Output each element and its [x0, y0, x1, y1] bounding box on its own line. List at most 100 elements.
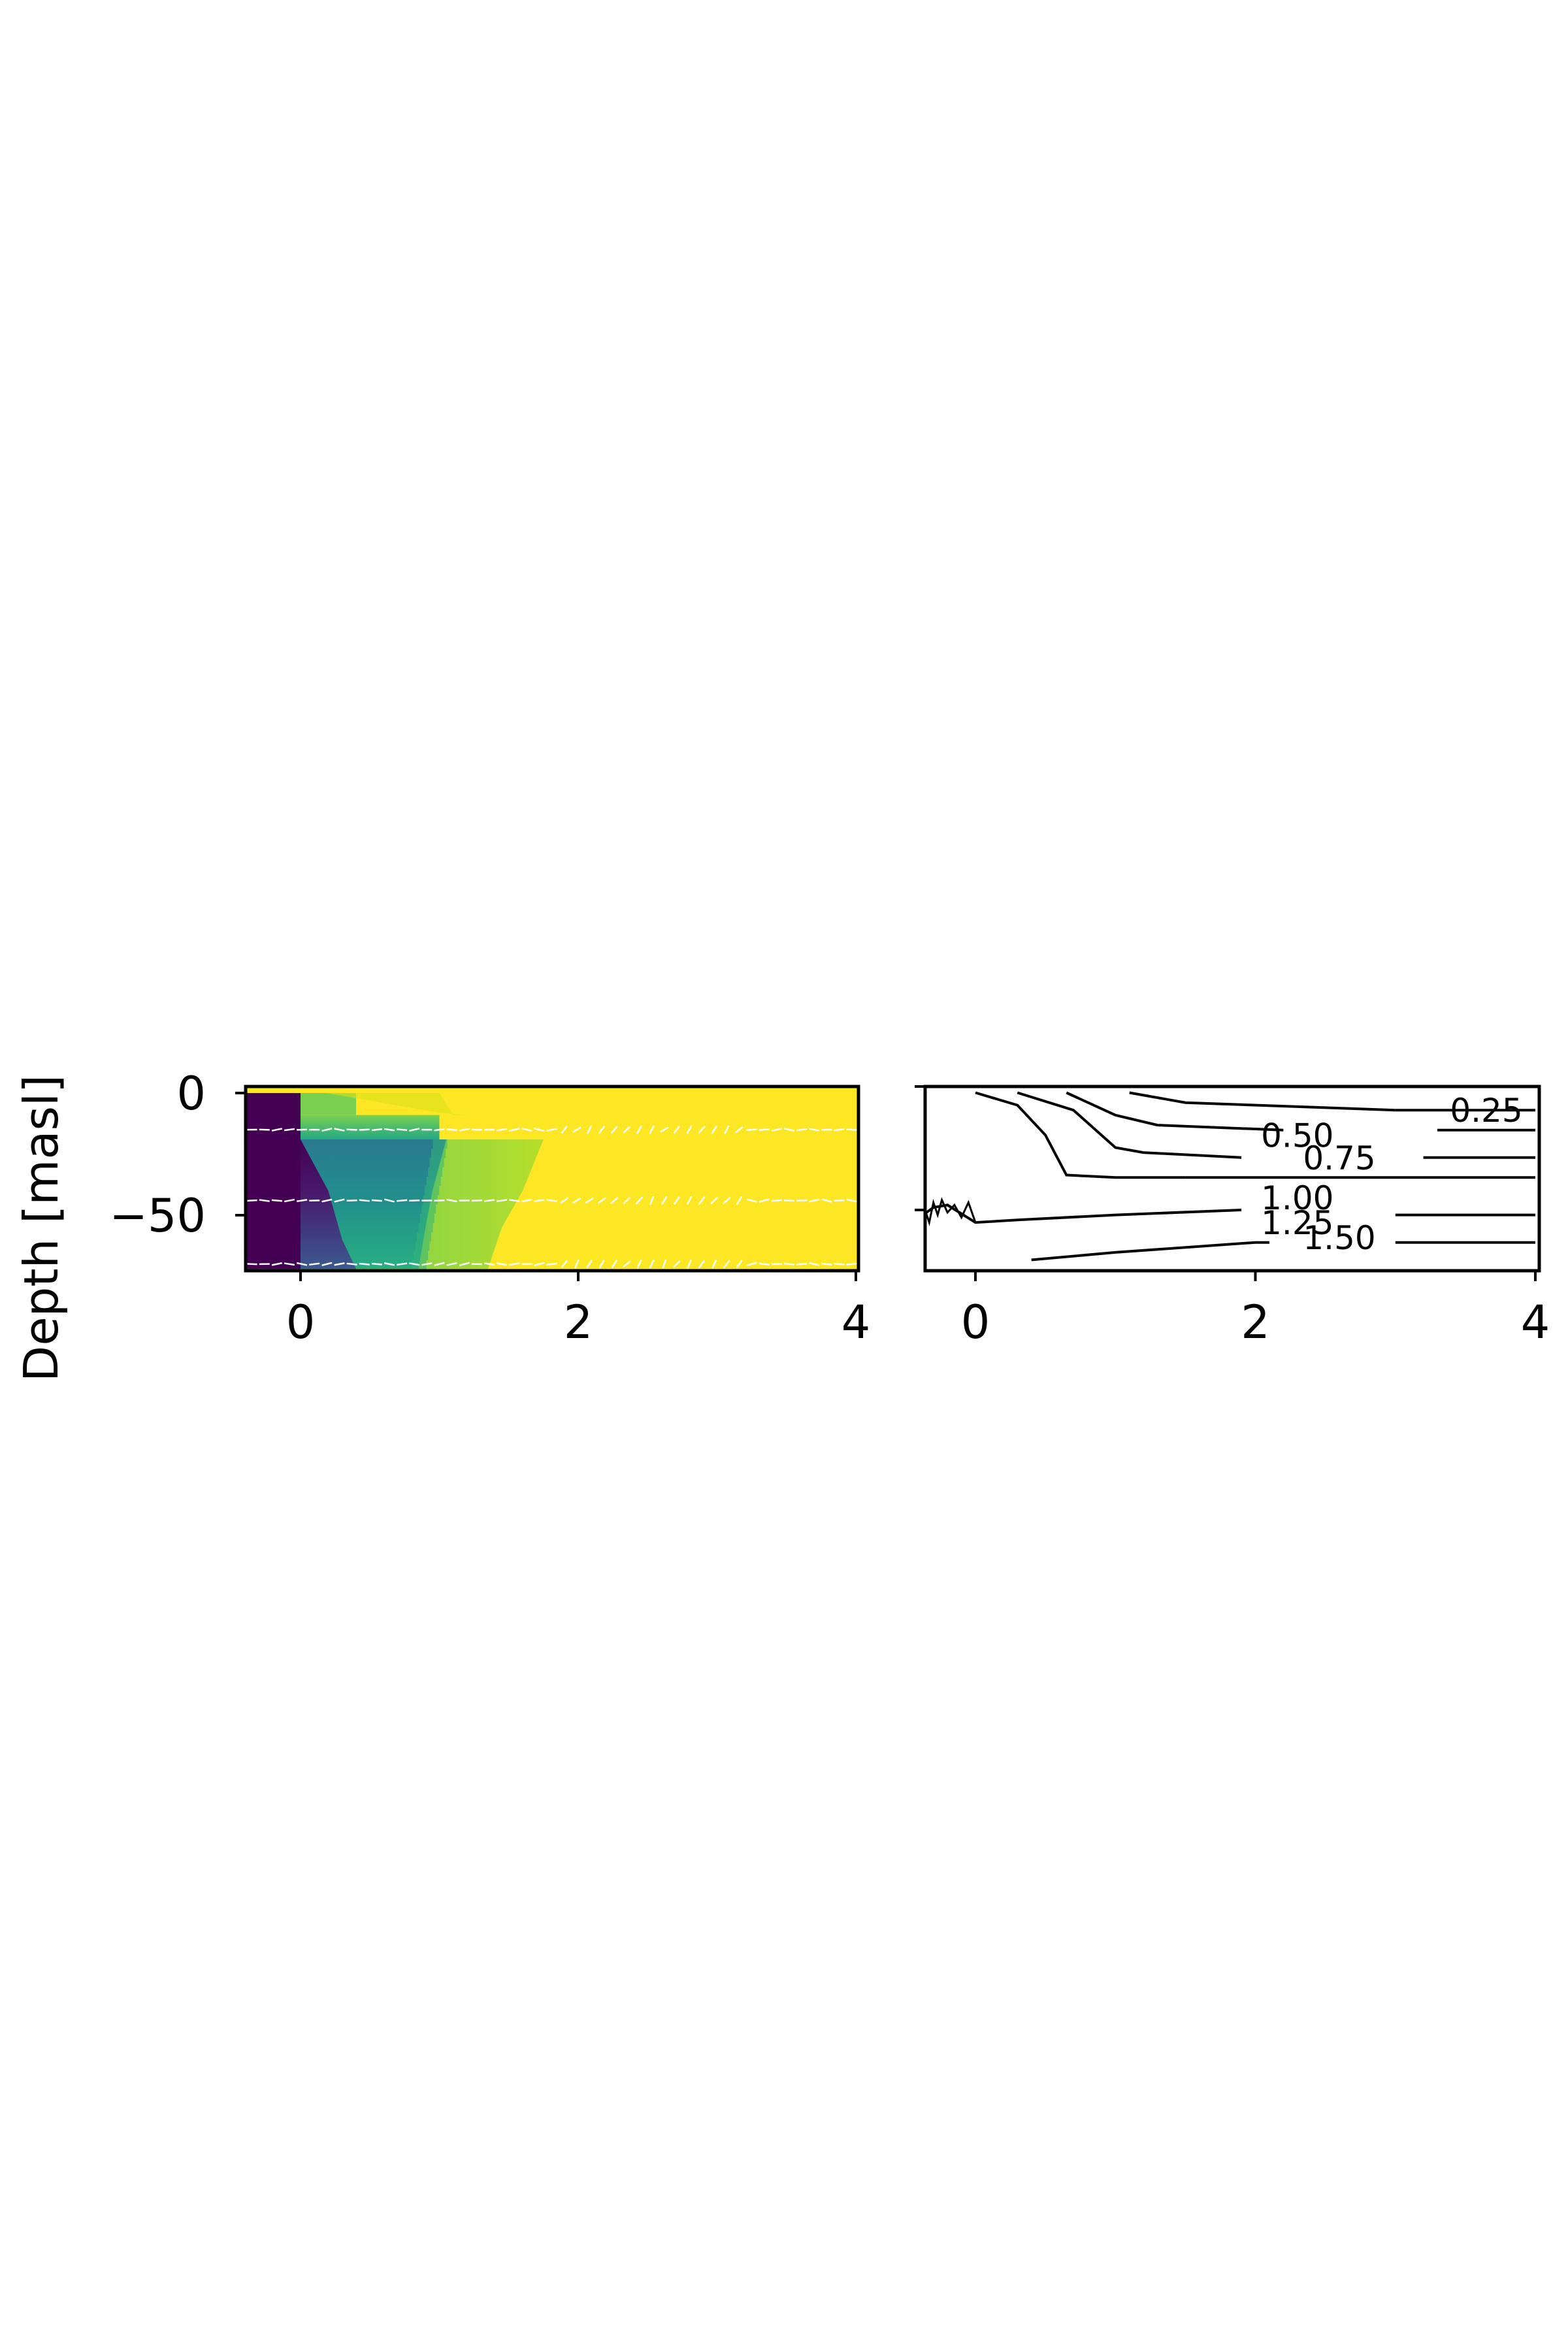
- quiver-arrow: [434, 1128, 445, 1132]
- quiver-arrow: [598, 1260, 605, 1269]
- quiver-arrow: [371, 1128, 382, 1132]
- quiver-arrow: [561, 1125, 568, 1134]
- quiver-arrow: [623, 1196, 631, 1205]
- quiver-arrow: [759, 1262, 770, 1266]
- front-step: [425, 1186, 440, 1196]
- quiver-arrow: [284, 1128, 295, 1132]
- contour-line: [1129, 1091, 1396, 1112]
- quiver-arrow: [459, 1262, 470, 1266]
- quiver-arrow: [271, 1199, 282, 1202]
- quiver-arrow: [546, 1199, 557, 1202]
- quiver-arrow: [421, 1262, 433, 1266]
- quiver-arrow: [598, 1125, 606, 1134]
- quiver-arrow: [334, 1198, 345, 1203]
- quiver-arrow: [271, 1262, 282, 1266]
- quiver-arrow: [509, 1128, 520, 1132]
- contour-label: 0.75: [1303, 1139, 1375, 1177]
- quiver-arrow: [497, 1199, 508, 1202]
- quiver-arrow: [746, 1198, 757, 1203]
- quiver-arrow: [384, 1262, 395, 1266]
- quiver-arrow: [771, 1128, 782, 1132]
- quiver-arrow: [783, 1199, 795, 1202]
- quiver-arrow: [321, 1128, 333, 1132]
- quiver-arrow: [434, 1200, 445, 1202]
- quiver-arrow: [297, 1199, 308, 1202]
- quiver-arrow: [759, 1198, 770, 1203]
- quiver-arrow: [397, 1199, 408, 1202]
- heatmap-plot-area: [246, 1086, 858, 1271]
- quiver-arrow: [809, 1198, 820, 1203]
- quiver-arrow: [497, 1128, 508, 1132]
- quiver-arrow: [710, 1196, 719, 1205]
- quiver-arrow: [359, 1262, 370, 1266]
- quiver-arrow: [534, 1127, 545, 1132]
- front-step: [415, 1241, 430, 1251]
- contour-label: 1.50: [1303, 1219, 1375, 1257]
- quiver-arrow: [649, 1259, 655, 1269]
- quiver-arrow: [284, 1198, 295, 1203]
- quiver-arrow: [610, 1197, 619, 1205]
- front-step: [428, 1167, 443, 1177]
- top-yellow-wedge: [327, 1093, 466, 1115]
- quiver-arrow: [809, 1128, 820, 1132]
- contour-line: [919, 1086, 921, 1222]
- quiver-arrow: [271, 1128, 282, 1132]
- quiver-arrow: [686, 1125, 693, 1134]
- quiver-arrow: [534, 1199, 545, 1202]
- quiver-arrow: [371, 1199, 382, 1202]
- quiver-arrow: [834, 1128, 845, 1132]
- contour-line: [1017, 1091, 1242, 1159]
- front-step: [421, 1204, 436, 1214]
- quiver-arrow: [846, 1262, 857, 1266]
- quiver-arrow: [746, 1128, 757, 1131]
- quiver-arrow: [746, 1262, 757, 1267]
- heatmap-region: [301, 1093, 356, 1115]
- front-step: [433, 1139, 448, 1149]
- quiver-arrow: [321, 1198, 333, 1203]
- quiver-arrow: [736, 1196, 743, 1205]
- quiver-arrow: [586, 1260, 593, 1269]
- contour-plot-area: [919, 1086, 1535, 1262]
- quiver-arrow: [483, 1262, 495, 1266]
- contour-line: [975, 1091, 1186, 1179]
- quiver-arrow: [735, 1126, 743, 1134]
- quiver-arrow: [334, 1262, 345, 1266]
- quiver-arrow: [397, 1128, 408, 1132]
- contour-line: [1031, 1241, 1269, 1262]
- quiver-arrow: [724, 1125, 730, 1134]
- quiver-arrow: [434, 1262, 445, 1266]
- quiver-arrow: [546, 1128, 557, 1132]
- quiver-arrow: [334, 1128, 345, 1132]
- contour-labels: 0.25 0.500.751.001.251.50: [1261, 1092, 1523, 1257]
- quiver-arrow: [686, 1196, 693, 1205]
- quiver-arrow: [259, 1199, 270, 1202]
- quiver-arrows: [246, 1125, 857, 1269]
- heatmap-region: [301, 1115, 440, 1140]
- contour-label: 0.50: [1261, 1117, 1333, 1154]
- x-tick-label: 4: [1521, 1296, 1550, 1349]
- quiver-arrow: [821, 1198, 832, 1203]
- front-step: [414, 1250, 429, 1260]
- quiver-arrow: [459, 1128, 470, 1132]
- quiver-arrow: [759, 1128, 770, 1131]
- quiver-arrow: [711, 1125, 718, 1134]
- y-axis-title: Depth [masl]: [14, 1075, 69, 1382]
- quiver-arrow: [783, 1128, 795, 1132]
- quiver-arrow: [698, 1196, 706, 1205]
- quiver-arrow: [309, 1262, 320, 1266]
- quiver-arrow: [246, 1199, 257, 1202]
- quiver-arrow: [673, 1125, 681, 1134]
- quiver-arrow: [446, 1198, 457, 1203]
- quiver-arrow: [660, 1126, 669, 1133]
- quiver-arrow: [662, 1259, 667, 1269]
- quiver-arrow: [771, 1199, 782, 1202]
- heatmap-panel: 0 2 4 0 −50: [109, 1067, 870, 1349]
- quiver-arrow: [509, 1262, 520, 1266]
- quiver-arrow: [623, 1260, 631, 1268]
- quiver-arrow: [636, 1259, 642, 1269]
- quiver-arrow: [673, 1196, 680, 1205]
- heatmap-region: [246, 1093, 301, 1269]
- quiver-arrow: [723, 1260, 730, 1269]
- quiver-arrow: [585, 1197, 594, 1204]
